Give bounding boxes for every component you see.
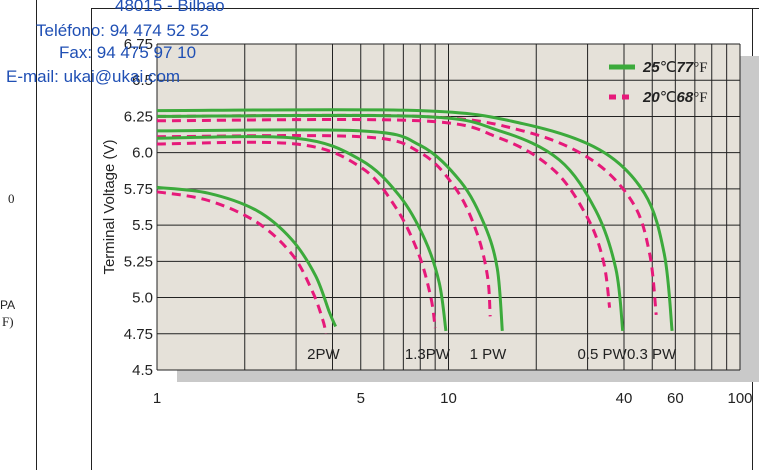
fax-line: Fax: 94 475 97 10 [59, 43, 197, 62]
curve-20c [156, 118, 612, 308]
curve-25c [156, 135, 448, 332]
y-tick-label: 6.75 [124, 36, 153, 53]
curve-20c [156, 134, 492, 317]
x-tick-label: 5 [357, 390, 365, 407]
legend-label: 20℃68°F [642, 89, 708, 106]
curve-label: 0.5 PW [578, 346, 628, 363]
curve-25c [156, 113, 625, 332]
curve-25c [156, 185, 337, 328]
x-tick-label: 60 [667, 390, 684, 407]
y-tick-label: 5.25 [124, 253, 153, 270]
legend-label: 25℃77°F [642, 59, 708, 76]
y-tick-label: 6.0 [132, 145, 153, 162]
curve-label: 0.3 PW [627, 346, 677, 363]
curve-label: 1 PW [470, 346, 508, 363]
y-tick-label: 6.5 [132, 72, 153, 89]
address-line: 48015 - Bilbao [115, 0, 225, 15]
x-tick-label: 40 [616, 390, 633, 407]
y-tick-label: 6.25 [124, 108, 153, 125]
y-tick-label: 5.0 [132, 290, 153, 307]
email-line: E-mail: ukai@ukai.com [6, 67, 181, 86]
side-fragment-zero: 0 [8, 191, 15, 206]
y-axis-label: Terminal Voltage (V) [101, 139, 118, 274]
side-fragment-pa: PA [0, 298, 16, 312]
curve-25c [156, 128, 504, 332]
left-panel-border [36, 0, 37, 470]
curve-20c [156, 190, 328, 335]
y-tick-label: 5.75 [124, 181, 153, 198]
curve-20c [156, 113, 658, 316]
x-tick-label: 1 [153, 390, 161, 407]
y-tick-label: 4.5 [132, 362, 153, 379]
x-tick-label: 100 [727, 390, 752, 407]
chart-panel-left-border [91, 8, 92, 470]
chart-panel-top-border [91, 8, 759, 9]
curve-25c [156, 108, 674, 332]
side-fragment-f: F) [2, 314, 14, 329]
curve-label: 1.3PW [405, 346, 451, 363]
x-tick-label: 10 [440, 390, 457, 407]
y-tick-label: 5.5 [132, 217, 153, 234]
phone-line: Teléfono: 94 474 52 52 [36, 21, 209, 40]
curve-label: 2PW [307, 346, 340, 363]
y-tick-label: 4.75 [124, 326, 153, 343]
